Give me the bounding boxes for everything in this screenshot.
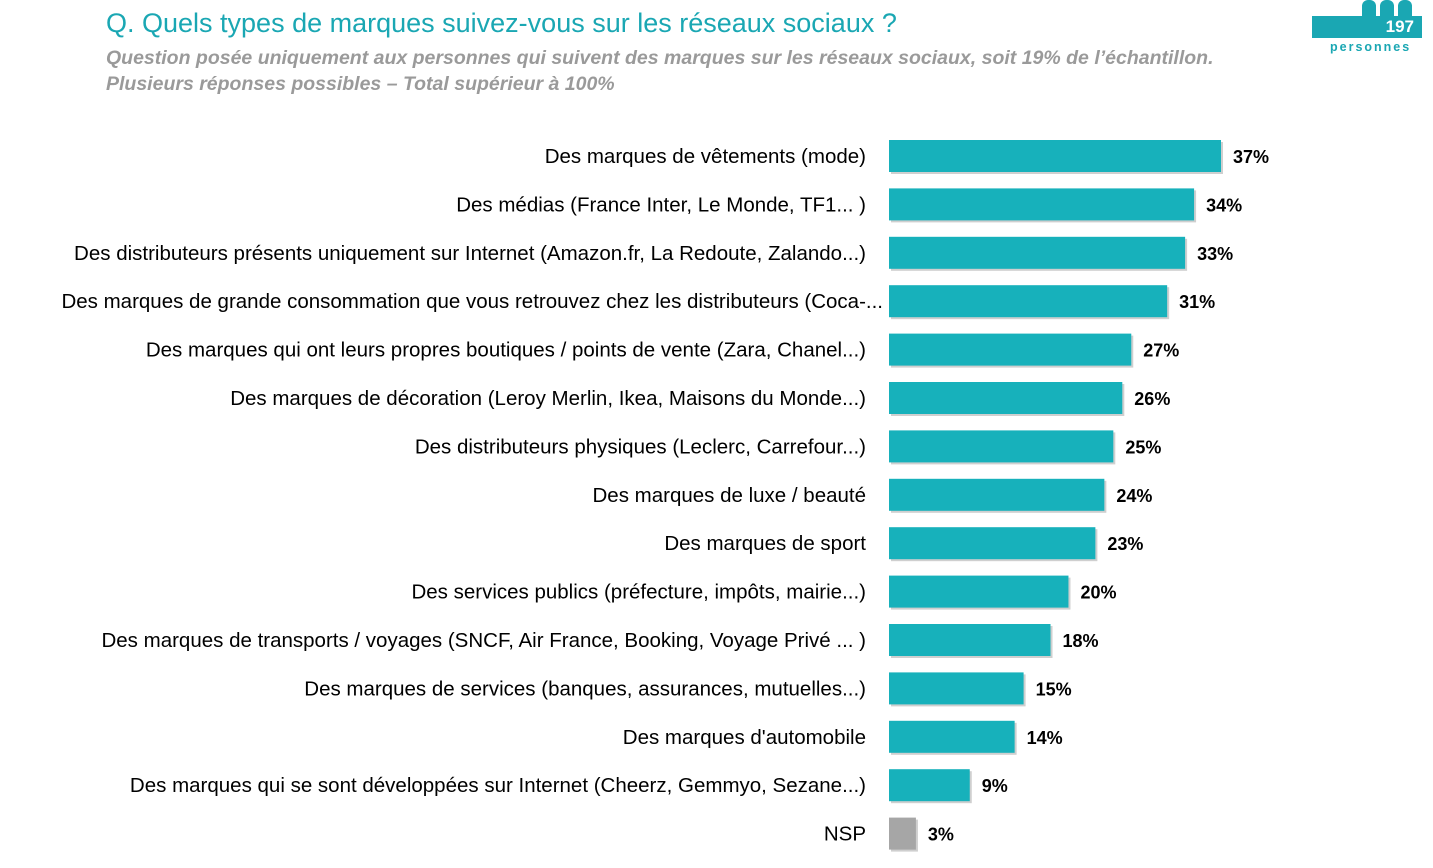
respondent-label: personnes	[1330, 40, 1412, 54]
bar	[889, 575, 1069, 608]
value-label: 3%	[928, 825, 954, 845]
value-label: 24%	[1116, 486, 1152, 506]
value-label: 9%	[982, 776, 1008, 796]
people-icon	[1380, 0, 1394, 18]
bar	[889, 236, 1186, 269]
value-label: 37%	[1233, 147, 1269, 167]
bar	[889, 527, 1096, 560]
value-label: 15%	[1036, 679, 1072, 699]
category-label: Des distributeurs physiques (Leclerc, Ca…	[415, 435, 866, 458]
category-label: Des marques de transports / voyages (SNC…	[101, 629, 866, 652]
bar	[889, 140, 1221, 172]
category-label: NSP	[824, 823, 866, 846]
category-label: Des marques d'automobile	[623, 726, 866, 749]
value-label: 31%	[1179, 292, 1215, 312]
chart-subtitle-line1: Question posée uniquement aux personnes …	[106, 47, 1214, 69]
bar	[889, 672, 1024, 705]
value-label: 33%	[1197, 244, 1233, 264]
bar	[889, 430, 1114, 463]
category-label: Des marques de grande consommation que v…	[61, 290, 883, 313]
value-label: 20%	[1080, 583, 1116, 603]
bar	[889, 478, 1105, 511]
category-label: Des marques de luxe / beauté	[593, 484, 867, 507]
value-label: 23%	[1107, 534, 1143, 554]
chart-title: Q. Quels types de marques suivez-vous su…	[106, 8, 897, 38]
category-label: Des distributeurs présents uniquement su…	[74, 242, 866, 265]
people-icon	[1398, 0, 1412, 18]
bar	[889, 285, 1168, 318]
value-label: 14%	[1027, 728, 1063, 748]
bar	[889, 188, 1195, 221]
bar	[889, 769, 970, 802]
category-label: Des services publics (préfecture, impôts…	[411, 581, 866, 604]
category-label: Des marques qui se sont développées sur …	[130, 774, 866, 797]
category-label: Des médias (France Inter, Le Monde, TF1.…	[456, 193, 866, 216]
people-icon	[1362, 0, 1376, 18]
value-label: 18%	[1063, 631, 1099, 651]
category-label: Des marques qui ont leurs propres boutiq…	[146, 339, 866, 362]
chart-subtitle-line2: Plusieurs réponses possibles – Total sup…	[106, 73, 615, 95]
respondent-count: 197	[1385, 17, 1414, 36]
bar	[889, 382, 1123, 414]
bar	[889, 817, 916, 850]
value-label: 34%	[1206, 195, 1242, 215]
category-label: Des marques de sport	[664, 532, 866, 555]
category-label: Des marques de décoration (Leroy Merlin,…	[230, 387, 866, 410]
bar	[889, 624, 1051, 656]
value-label: 27%	[1143, 341, 1179, 361]
category-label: Des marques de services (banques, assura…	[304, 677, 866, 700]
respondent-badge: 197 personnes	[1312, 0, 1422, 60]
bar	[889, 720, 1015, 753]
bar	[889, 333, 1132, 366]
value-label: 26%	[1134, 389, 1170, 409]
badge-bar	[1312, 16, 1422, 38]
value-label: 25%	[1125, 437, 1161, 457]
category-label: Des marques de vêtements (mode)	[545, 145, 866, 168]
